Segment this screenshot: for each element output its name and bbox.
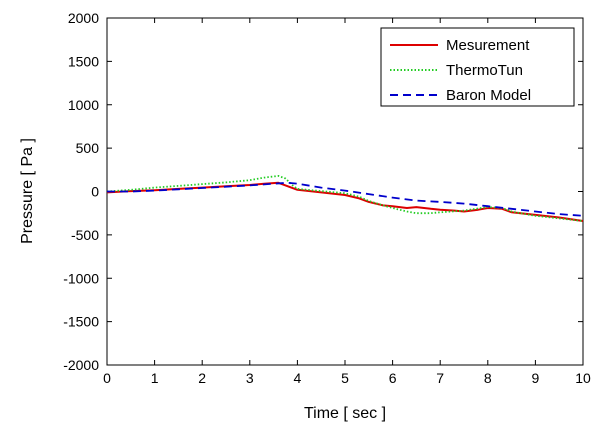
x-tick-label: 2 (198, 370, 206, 386)
x-tick-label: 3 (246, 370, 254, 386)
x-tick-label: 1 (151, 370, 159, 386)
y-axis-ticks: 2000 1500 1000 500 0 -500 -1000 -1500 -2000 (63, 10, 583, 373)
legend-label: ThermoTun (446, 62, 523, 79)
y-tick-label: -2000 (63, 357, 99, 373)
series-line-baron-model (107, 181, 584, 217)
legend-label: Mesurement (446, 37, 530, 54)
x-axis-title: Time [ sec ] (304, 405, 386, 422)
x-tick-label: 10 (575, 370, 591, 386)
series-line-mesurement (106, 181, 584, 222)
x-axis-ticks: 0 1 2 3 4 5 6 7 8 9 10 (103, 18, 591, 386)
y-tick-label: 0 (91, 184, 99, 200)
x-tick-label: 9 (532, 370, 540, 386)
series-lines (106, 174, 584, 222)
x-tick-label: 6 (389, 370, 397, 386)
legend-box (380, 27, 575, 107)
y-tick-label: -1500 (63, 314, 99, 330)
legend: Mesurement ThermoTun Baron Model (380, 27, 575, 107)
x-tick-label: 5 (341, 370, 349, 386)
y-tick-label: -500 (71, 227, 99, 243)
y-tick-label: 1000 (68, 97, 99, 113)
legend-label: Baron Model (446, 87, 531, 104)
y-tick-label: 2000 (68, 10, 99, 26)
x-tick-label: 7 (436, 370, 444, 386)
y-tick-label: 1500 (68, 53, 99, 69)
y-tick-label: 500 (76, 140, 100, 156)
legend-items: Mesurement ThermoTun Baron Model (390, 37, 531, 104)
x-tick-label: 8 (484, 370, 492, 386)
y-tick-label: -1000 (63, 270, 99, 286)
y-axis-title: Pressure [ Pa ] (19, 138, 36, 244)
x-tick-label: 4 (294, 370, 302, 386)
x-tick-label: 0 (103, 370, 111, 386)
